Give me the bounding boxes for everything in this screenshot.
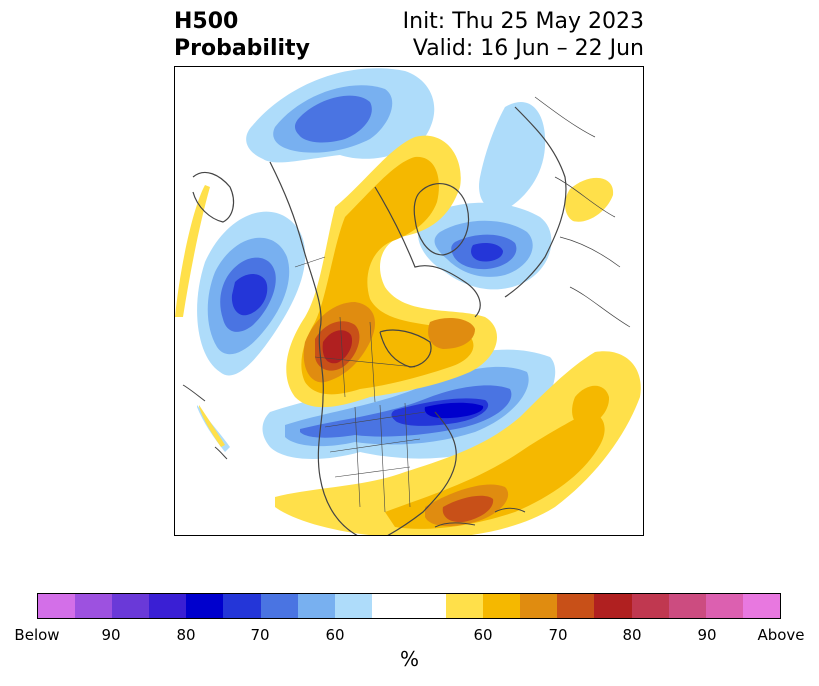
blue-max-east	[424, 402, 484, 419]
probability-map	[174, 66, 644, 536]
colorbar-segment	[557, 594, 595, 618]
orange-region-hudson	[428, 317, 475, 349]
europe-borders	[534, 96, 631, 328]
chart-dates: Init: Thu 25 May 2023 Valid: 16 Jun – 22…	[403, 8, 644, 62]
colorbar-segment	[334, 594, 372, 618]
chart-title: H500 Probability	[174, 8, 310, 62]
colorbar-segment	[594, 594, 632, 618]
blue-deep-arctic	[471, 243, 503, 262]
title-variable: H500	[174, 9, 239, 34]
tick-label: 60	[325, 626, 345, 644]
colorbar-segment	[186, 594, 224, 618]
colorbar-segment	[260, 594, 298, 618]
red-core-central	[322, 330, 353, 364]
colorbar-segment	[149, 594, 187, 618]
colorbar-segment	[371, 594, 447, 618]
aleutian-islands	[182, 384, 228, 460]
colorbar	[37, 593, 781, 619]
title-quantity: Probability	[174, 36, 310, 61]
coastlines-and-borders	[182, 96, 631, 535]
greenland-coast	[413, 183, 469, 256]
alaska-coast	[192, 172, 235, 223]
map-svg	[175, 68, 641, 535]
colorbar-segment	[38, 594, 76, 618]
yellow-strip-southwest	[199, 405, 225, 447]
colorbar-segment	[668, 594, 706, 618]
eurasia-coast	[504, 106, 567, 298]
colorbar-segment	[75, 594, 113, 618]
blue-core-northwest	[294, 95, 372, 143]
colorbar-segment	[520, 594, 558, 618]
rust-region-south	[442, 495, 494, 523]
colorbar-segment	[297, 594, 335, 618]
colorbar-segment	[631, 594, 669, 618]
colorbar-segment	[223, 594, 261, 618]
colorbar-segment	[705, 594, 743, 618]
tick-label: 70	[250, 626, 270, 644]
north-american-east-coast	[387, 411, 457, 535]
north-american-arctic-coast	[374, 186, 481, 318]
anomaly-shading	[175, 68, 641, 535]
tick-label: 90	[697, 626, 717, 644]
north-american-west-coast	[269, 161, 358, 535]
colorbar-segment	[483, 594, 521, 618]
tick-label: 80	[622, 626, 642, 644]
init-date: Init: Thu 25 May 2023	[402, 9, 644, 34]
colorbar-segment	[112, 594, 150, 618]
valid-dates: Valid: 16 Jun – 22 Jun	[412, 36, 644, 61]
tick-label: 80	[176, 626, 196, 644]
hudson-bay-coast	[379, 329, 432, 368]
colorbar-ticks: Below 90 80 70 60 60 70 80 90 Above	[0, 626, 819, 646]
tick-label: Above	[757, 626, 805, 644]
tick-label: 70	[548, 626, 568, 644]
canada-provinces	[294, 256, 416, 403]
blue-region-north	[479, 101, 546, 211]
colorbar-unit: %	[399, 647, 419, 671]
us-state-grid	[324, 402, 426, 513]
colorbar-segment	[742, 594, 780, 618]
tick-label: 60	[473, 626, 493, 644]
tick-label: 90	[101, 626, 121, 644]
tick-label: Below	[14, 626, 60, 644]
colorbar-segment	[446, 594, 484, 618]
yellow-region-west-edge	[175, 185, 210, 317]
gold-region-east	[572, 385, 610, 427]
caribbean-islands	[434, 507, 526, 528]
blue-deep-pacific	[231, 274, 268, 316]
